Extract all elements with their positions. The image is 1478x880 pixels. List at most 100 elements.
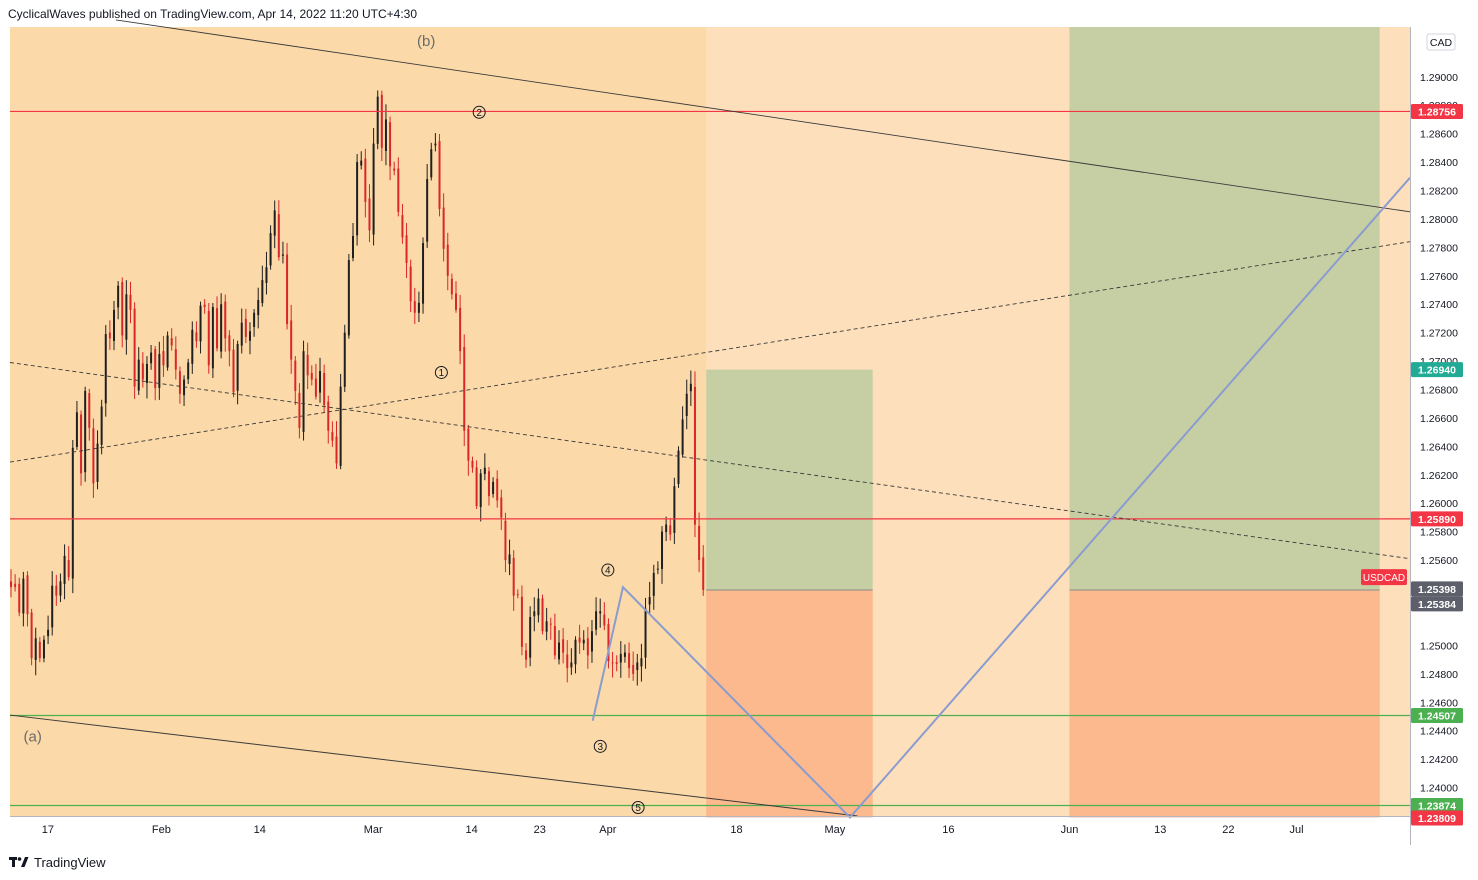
candle-body bbox=[14, 583, 17, 588]
candle-body bbox=[75, 412, 78, 447]
wave-label-text: 3 bbox=[597, 742, 603, 753]
tradingview-logo-icon bbox=[9, 857, 29, 867]
candle-body bbox=[113, 309, 116, 342]
price-axis[interactable]: 1.290001.288001.286001.284001.282001.280… bbox=[1420, 33, 1458, 795]
candle-body bbox=[306, 354, 309, 376]
candle-body bbox=[434, 143, 437, 146]
candle-body bbox=[665, 524, 668, 533]
candle-body bbox=[595, 611, 598, 630]
candle-body bbox=[372, 143, 375, 235]
price-badge bbox=[1411, 707, 1463, 723]
candle-body bbox=[454, 293, 457, 310]
candle-body bbox=[566, 654, 569, 669]
candle-body bbox=[529, 616, 532, 658]
currency-tag bbox=[1426, 33, 1456, 51]
candle-body bbox=[582, 639, 585, 644]
candle-body bbox=[533, 611, 536, 617]
candle-body bbox=[504, 520, 507, 561]
candle-body bbox=[438, 141, 441, 209]
candle-body bbox=[619, 653, 622, 663]
wave-label-circle bbox=[593, 739, 607, 753]
candle-body bbox=[689, 383, 692, 392]
candle-body bbox=[302, 351, 305, 432]
candle-body bbox=[174, 349, 177, 370]
falling-dashed-line bbox=[9, 362, 1411, 560]
candle-body bbox=[347, 260, 350, 336]
candle-body bbox=[417, 302, 420, 313]
price-badge bbox=[1411, 810, 1463, 826]
candle-body bbox=[636, 662, 639, 671]
price-tick-label: 1.24000 bbox=[1420, 783, 1458, 795]
candle-body bbox=[145, 363, 148, 383]
footer-brand: TradingView bbox=[34, 854, 106, 870]
price-badge-label: 1.25384 bbox=[1418, 599, 1456, 611]
candle-body bbox=[108, 332, 111, 339]
symbol-tag-label: USDCAD bbox=[1363, 573, 1405, 584]
candle-body bbox=[656, 568, 659, 570]
candle-body bbox=[475, 467, 478, 507]
price-badge bbox=[1411, 596, 1463, 612]
price-badge-label: 1.23809 bbox=[1418, 813, 1456, 825]
candle-body bbox=[216, 308, 219, 349]
candle-body bbox=[393, 168, 396, 171]
candle-body bbox=[55, 585, 58, 596]
candle-body bbox=[446, 244, 449, 276]
price-tick-label: 1.24200 bbox=[1420, 754, 1458, 766]
candle-body bbox=[409, 266, 412, 302]
candle-body bbox=[199, 305, 202, 342]
time-tick-label: 18 bbox=[730, 824, 742, 836]
time-tick-label: Jun bbox=[1061, 824, 1079, 836]
candle-body bbox=[150, 352, 153, 364]
candle-body bbox=[558, 642, 561, 660]
candle-body bbox=[170, 338, 173, 346]
price-badge-label: 1.24507 bbox=[1418, 710, 1456, 722]
candle-body bbox=[121, 282, 124, 336]
price-badge bbox=[1411, 581, 1463, 597]
price-tick-label: 1.26800 bbox=[1420, 385, 1458, 397]
candle-body bbox=[269, 233, 272, 266]
candle-body bbox=[125, 294, 128, 340]
time-tick-label: 17 bbox=[42, 824, 54, 836]
candle-body bbox=[310, 372, 313, 380]
price-tick-label: 1.27200 bbox=[1420, 328, 1458, 340]
candle-body bbox=[685, 393, 688, 416]
candle-body bbox=[537, 598, 540, 616]
candle-body bbox=[26, 575, 29, 615]
wave-label-text: (b) bbox=[417, 33, 435, 50]
long-position-1-loss-zone bbox=[706, 589, 873, 818]
trend-lines bbox=[9, 19, 1411, 819]
candle-body bbox=[331, 431, 334, 441]
price-badge-label: 1.23874 bbox=[1418, 800, 1456, 812]
candle-body bbox=[195, 332, 198, 342]
time-tick-label: May bbox=[824, 824, 845, 836]
forecast-path-line bbox=[591, 177, 1411, 819]
candle-body bbox=[47, 629, 50, 637]
time-tick-label: 14 bbox=[254, 824, 266, 836]
price-labels: 1.28756 1.26940 1.25890 1.25398 1.25384 1.245… bbox=[1361, 103, 1463, 826]
wave-label-text: (a) bbox=[24, 728, 42, 745]
candle-body bbox=[34, 638, 37, 660]
candle-body bbox=[376, 96, 379, 144]
candle-body bbox=[607, 623, 610, 662]
candle-body bbox=[319, 371, 322, 393]
candle-body bbox=[183, 379, 186, 396]
candle-body bbox=[360, 160, 363, 166]
price-badge bbox=[1411, 797, 1463, 813]
candle-body bbox=[698, 525, 701, 561]
candle-body bbox=[611, 662, 614, 664]
candle-body bbox=[644, 608, 647, 658]
candles bbox=[10, 90, 705, 686]
price-tick-label: 1.26200 bbox=[1420, 470, 1458, 482]
candle-body bbox=[253, 312, 256, 328]
candle-body bbox=[356, 162, 359, 236]
candle-body bbox=[240, 322, 243, 346]
candle-body bbox=[22, 578, 25, 614]
time-axis[interactable]: 17 Feb 14 Mar 14 23 Apr 18 May 16 Jun 13 22 Jul bbox=[42, 824, 1304, 836]
candle-body bbox=[467, 428, 470, 461]
wave-label-text: 1 bbox=[439, 368, 445, 379]
candle-body bbox=[648, 597, 651, 605]
candle-body bbox=[281, 254, 284, 256]
candle-body bbox=[570, 662, 573, 668]
price-badge bbox=[1411, 511, 1463, 527]
